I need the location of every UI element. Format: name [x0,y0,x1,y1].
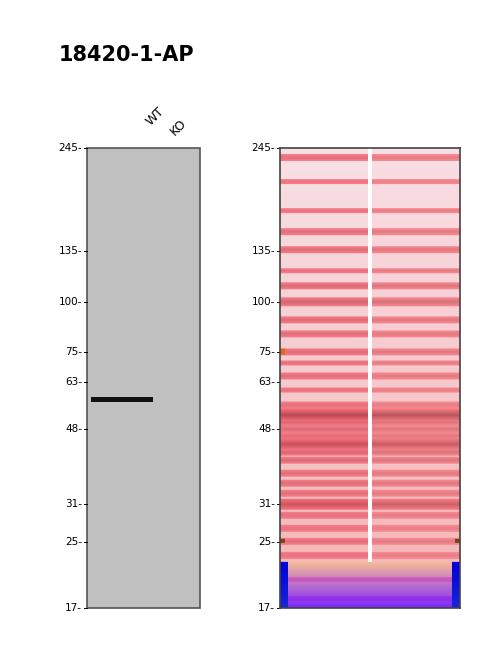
Text: 63-: 63- [65,377,82,387]
Text: 100-: 100- [59,298,82,307]
Text: 48-: 48- [65,424,82,434]
Text: WT: WT [143,105,167,128]
Text: 245-: 245- [251,143,275,153]
Text: 17-: 17- [258,603,275,613]
Text: KO: KO [168,116,189,138]
Text: 75-: 75- [258,347,275,357]
Bar [91,397,153,402]
Text: 75-: 75- [65,347,82,357]
Text: 245-: 245- [58,143,82,153]
Text: 48-: 48- [258,424,275,434]
Text: 18420-1-AP: 18420-1-AP [58,45,194,65]
Text: 63-: 63- [258,377,275,387]
Text: 100-: 100- [252,298,275,307]
Text: 25-: 25- [65,536,82,547]
Bar [87,148,200,608]
Text: 25-: 25- [258,536,275,547]
Text: 17-: 17- [65,603,82,613]
Text: 31-: 31- [65,499,82,510]
Text: 31-: 31- [258,499,275,510]
Text: 135-: 135- [251,246,275,255]
Text: 135-: 135- [58,246,82,255]
